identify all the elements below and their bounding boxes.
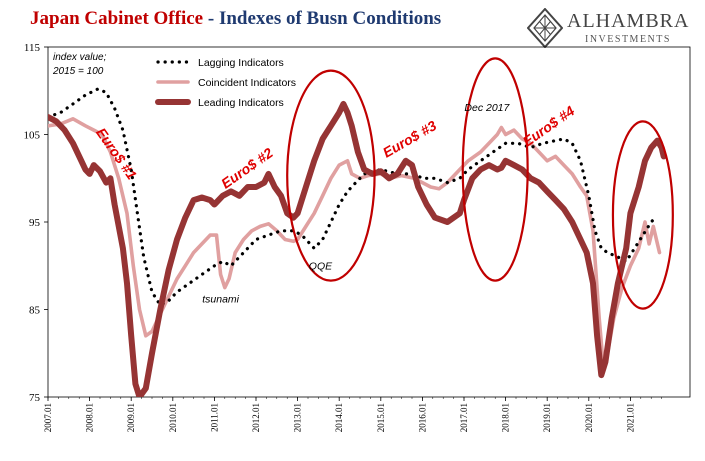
axis-note: 2015 = 100 [52, 66, 104, 77]
chart-note: tsunami [202, 294, 239, 306]
x-tick-label: 2007.01 [43, 403, 53, 432]
highlight-ellipse [611, 120, 674, 310]
x-tick-label: 2010.01 [168, 403, 178, 432]
title-separator: - [203, 8, 219, 29]
legend-label-coincident-indicators: Coincident Indicators [198, 77, 296, 89]
title-source: Japan Cabinet Office [30, 8, 204, 29]
y-tick-label: 75 [29, 392, 41, 404]
x-tick-label: 2012.01 [251, 403, 261, 432]
y-tick-label: 115 [24, 42, 41, 54]
title-subject: Indexes of Busn Conditions [218, 8, 442, 29]
x-tick-label: 2015.01 [376, 403, 386, 432]
chart-title: Japan Cabinet Office - Indexes of Busn C… [30, 8, 441, 30]
x-tick-label: 2008.01 [85, 403, 95, 432]
chart-note: QQE [309, 260, 333, 272]
brand-logo: ALHAMBRA INVESTMENTS [526, 7, 699, 52]
x-tick-label: 2013.01 [293, 403, 303, 432]
x-tick-label: 2019.01 [542, 403, 552, 432]
highlight-ellipse [461, 57, 529, 282]
x-tick-label: 2021.01 [625, 403, 635, 432]
axis-note: index value; [53, 52, 107, 63]
series-line-coincident-indicators [48, 117, 662, 369]
series-line-lagging-indicators [48, 87, 657, 307]
legend-label-leading-indicators: Leading Indicators [198, 97, 284, 109]
chart-note: Dec 2017 [464, 102, 510, 114]
logo-name: ALHAMBRA [567, 10, 690, 32]
euro-annotation: Euro$ #3 [380, 117, 439, 161]
x-tick-label: 2009.01 [126, 403, 136, 432]
y-tick-label: 95 [29, 217, 41, 229]
logo-subtitle: INVESTMENTS [585, 34, 671, 45]
y-tick-label: 85 [29, 305, 41, 317]
euro-annotation: Euro$ #4 [520, 102, 578, 149]
x-tick-label: 2016.01 [417, 403, 427, 432]
y-tick-label: 105 [24, 130, 41, 142]
legend-label-lagging-indicators: Lagging Indicators [198, 57, 284, 69]
highlight-ellipse [286, 69, 376, 282]
x-tick-label: 2020.01 [584, 403, 594, 432]
plot-frame [47, 46, 691, 398]
x-tick-label: 2018.01 [501, 403, 511, 432]
x-tick-label: 2017.01 [459, 403, 469, 432]
series-line-leading-indicators [48, 100, 667, 397]
x-tick-label: 2014.01 [334, 403, 344, 432]
x-tick-label: 2011.01 [209, 403, 219, 432]
